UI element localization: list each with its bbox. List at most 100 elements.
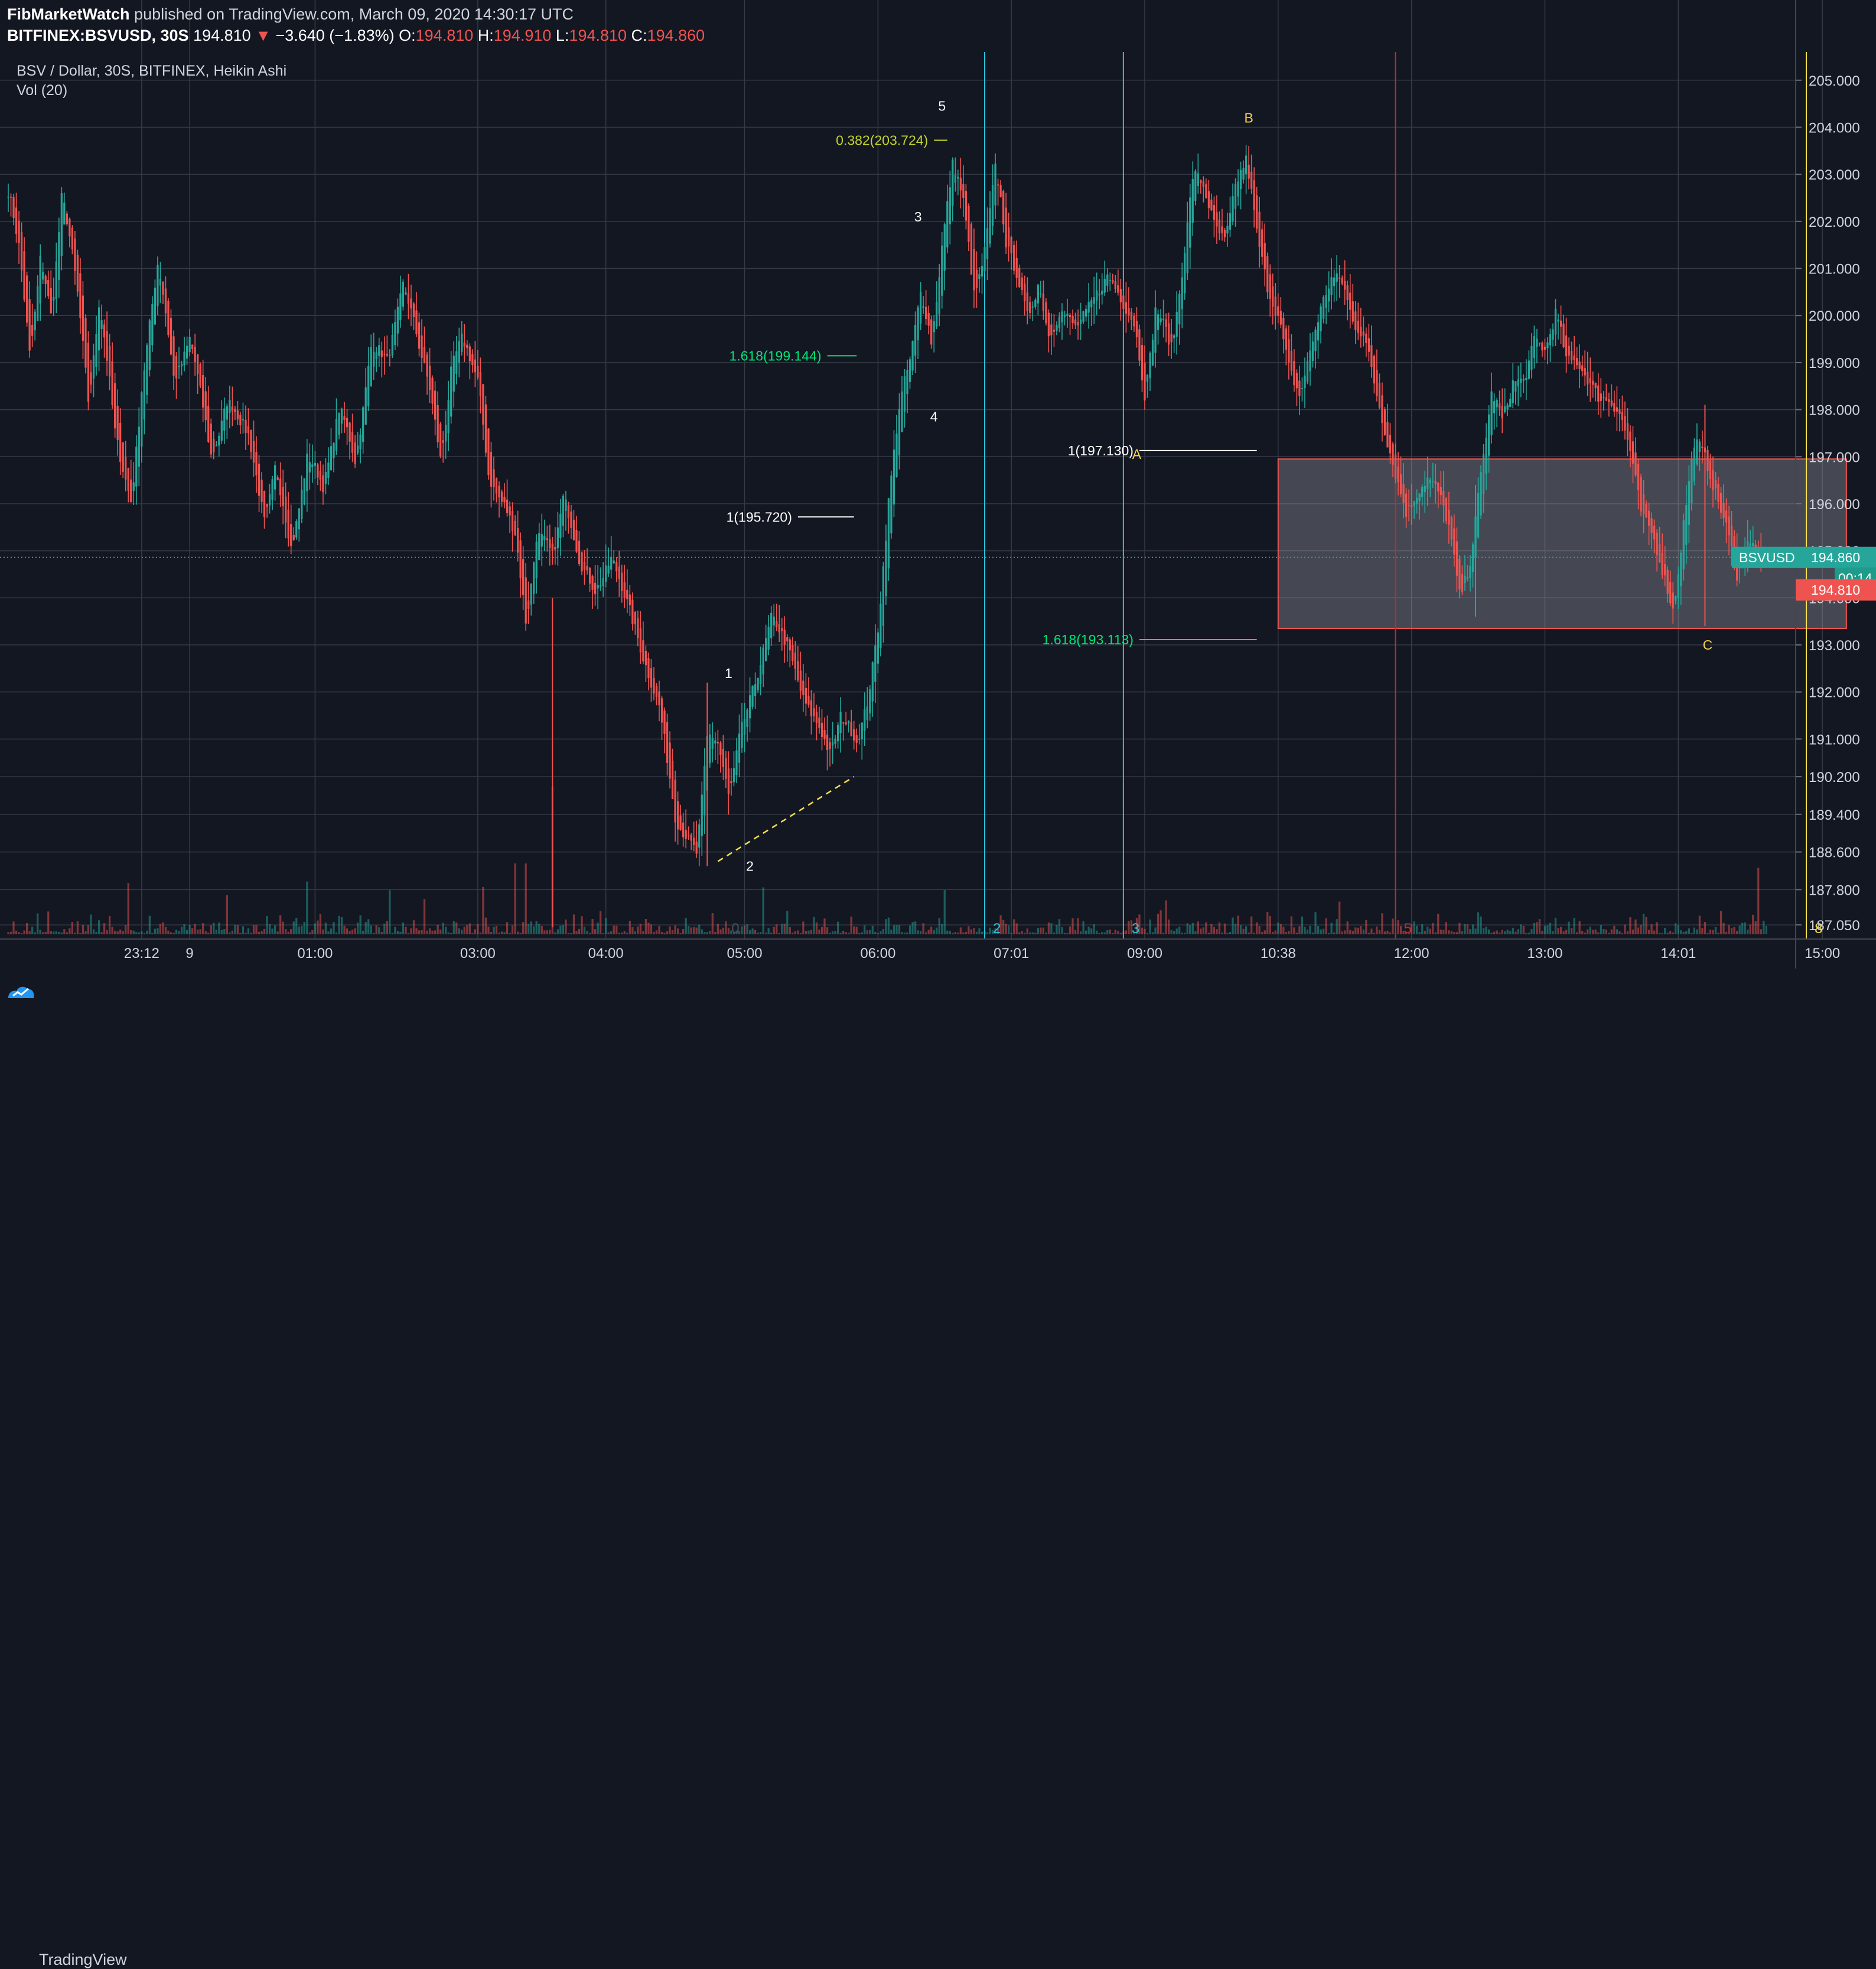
tradingview-logo-icon[interactable] — [7, 983, 35, 1000]
symbol-tag-label: BSVUSD — [1739, 550, 1795, 565]
dashed-trendline[interactable] — [717, 776, 855, 862]
candle-body — [1587, 371, 1589, 385]
price-tick-label: 198.000 — [1809, 403, 1860, 419]
candle-body — [1594, 383, 1597, 389]
price-zone-rectangle[interactable] — [1277, 458, 1847, 630]
volume-bar — [709, 931, 711, 934]
candle-body — [1242, 168, 1245, 180]
volume-bar — [783, 923, 786, 934]
volume-bar — [559, 925, 562, 934]
candle-body — [493, 469, 495, 487]
candle-body — [333, 443, 335, 458]
candle-body — [597, 585, 599, 589]
publisher-name[interactable]: FibMarketWatch — [7, 5, 130, 23]
candle-body — [634, 612, 636, 625]
price-chart[interactable]: 2 3 5 8 0 0.382(203.724) 1.618(199.144) 1(195.… — [0, 0, 1876, 969]
time-cycle-lines[interactable]: 2 3 5 8 0 — [731, 52, 1822, 939]
candle-body — [1661, 553, 1663, 575]
candle-body — [882, 566, 885, 626]
candle-body — [855, 735, 858, 743]
candle-body — [285, 496, 287, 523]
candle-body — [111, 361, 113, 405]
candle-body — [530, 583, 532, 605]
volume-bar — [7, 932, 9, 934]
price-tick-label: 192.000 — [1809, 685, 1860, 701]
price-axis[interactable]: 205.000 204.000 203.000 202.000 201.000 200.0… — [1795, 0, 1860, 969]
volume-bar — [1263, 930, 1266, 934]
volume-bar — [820, 927, 823, 934]
candle-body — [1050, 324, 1053, 335]
volume-bar — [1642, 914, 1645, 934]
volume-bar — [1293, 927, 1295, 934]
candle-body — [709, 734, 711, 764]
volume-bar — [746, 924, 748, 934]
volume-bar — [157, 928, 159, 934]
volume-bar — [1461, 931, 1464, 934]
volume-bar — [1301, 916, 1304, 934]
volume-bar — [1357, 927, 1359, 934]
candle-body — [1037, 284, 1039, 304]
volume-bar — [970, 929, 973, 934]
candle-body — [575, 530, 578, 552]
candle-body — [92, 355, 95, 379]
volume-bar — [922, 923, 924, 934]
candle-body — [1576, 358, 1578, 366]
candle-body — [279, 478, 282, 495]
candle-body — [87, 343, 90, 402]
candle-body — [204, 391, 207, 420]
candle-body — [218, 435, 220, 446]
candle-body — [255, 451, 258, 476]
time-axis[interactable]: 23:12 9 01:00 03:00 04:00 05:00 06:00 07:01 09:0… — [0, 938, 1876, 961]
volume-bar — [1207, 933, 1210, 934]
price-tick-label: 187.050 — [1809, 918, 1860, 934]
volume-bar — [1693, 927, 1696, 934]
volume-bar — [197, 930, 199, 934]
legend-title: BSV / Dollar, 30S, BITFINEX, Heikin Ashi — [17, 63, 286, 79]
volume-bar — [1442, 930, 1445, 934]
volume-bar — [1559, 927, 1562, 934]
volume-bar — [1160, 910, 1162, 934]
candle-body — [1042, 294, 1044, 311]
volume-bar — [1570, 928, 1573, 934]
price-tick-label: 204.000 — [1809, 120, 1860, 136]
volume-bar — [445, 927, 447, 934]
candle-body — [1688, 481, 1690, 525]
volume-bar — [1053, 933, 1056, 934]
volume-bar — [252, 925, 255, 934]
candle-body — [1618, 409, 1621, 414]
volume-bar — [1223, 923, 1226, 934]
wave-label: 4 — [930, 409, 938, 425]
tradingview-brand[interactable]: TradingView — [39, 1951, 127, 1968]
volume-bar — [663, 933, 666, 934]
candle-body — [1685, 505, 1688, 545]
candle-body — [642, 640, 644, 661]
volume-bar — [1096, 930, 1098, 934]
fibonacci-levels[interactable]: 0.382(203.724) 1.618(199.144) 1(195.720) 1(… — [727, 132, 1257, 647]
candle-body — [1397, 467, 1399, 483]
volume-bar — [471, 933, 474, 934]
candle-body — [1656, 532, 1658, 556]
volume-bar — [1698, 915, 1701, 934]
volume-bar — [410, 928, 412, 934]
candle-body — [1728, 516, 1730, 536]
volume-bar — [1522, 925, 1525, 934]
volume-bar — [850, 916, 852, 934]
trendline[interactable] — [717, 776, 855, 862]
volume-bar — [959, 927, 962, 934]
candle-body — [9, 197, 12, 198]
rectangle-zone[interactable] — [1277, 458, 1847, 630]
candle-body — [180, 364, 183, 367]
candle-body — [919, 291, 922, 324]
candle-body — [674, 780, 676, 823]
volume-bar — [1434, 932, 1437, 934]
candle-body — [1141, 344, 1144, 381]
candle-body — [159, 279, 162, 286]
candle-body — [1285, 328, 1287, 350]
volume-bar — [1218, 922, 1221, 934]
candle-body — [317, 464, 319, 478]
volume-bar — [671, 930, 674, 934]
volume-bar — [1298, 926, 1301, 934]
volume-bar — [1728, 925, 1730, 934]
volume-bar — [682, 929, 685, 934]
candle-body — [1079, 320, 1082, 324]
